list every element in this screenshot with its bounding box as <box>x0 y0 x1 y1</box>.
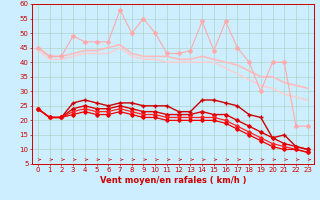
X-axis label: Vent moyen/en rafales ( km/h ): Vent moyen/en rafales ( km/h ) <box>100 176 246 185</box>
